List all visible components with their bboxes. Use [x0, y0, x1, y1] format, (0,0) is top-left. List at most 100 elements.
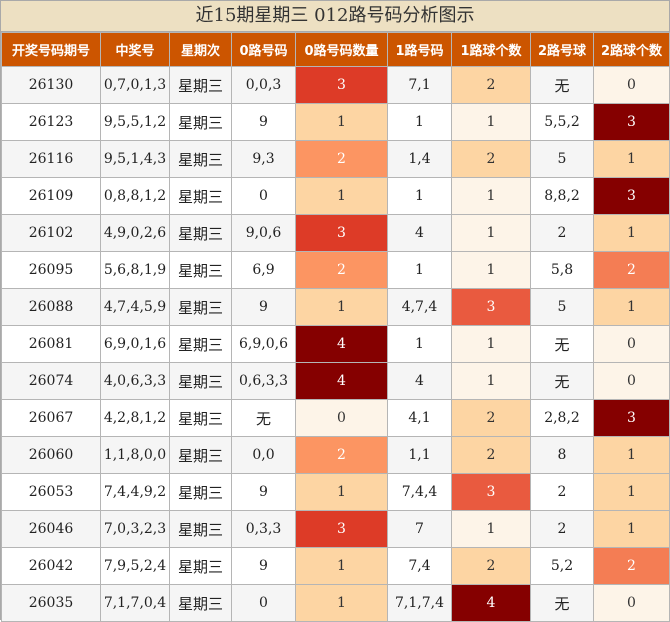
period-cell: 26053	[1, 473, 101, 511]
road0-cell: 6,9	[231, 251, 296, 289]
weekday-cell: 星期三	[169, 251, 232, 289]
header-weekday: 星期次	[169, 32, 232, 67]
road1-cell: 4	[387, 214, 452, 252]
road1-cell: 4	[387, 362, 452, 400]
road0-count-cell: 1	[295, 584, 388, 622]
road1-count-cell: 1	[451, 177, 531, 215]
table-row: 26109 0,8,8,1,2 星期三 0 1 1 1 8,8,2 3	[1, 177, 670, 215]
road1-cell: 1	[387, 325, 452, 363]
road1-count-cell: 1	[451, 362, 531, 400]
period-cell: 26116	[1, 140, 101, 178]
header-road1: 1路号码	[387, 32, 452, 67]
road0-count-cell: 4	[295, 362, 388, 400]
number-cell: 0,8,8,1,2	[100, 177, 170, 215]
road2-cell: 2	[530, 214, 594, 252]
header-period: 开奖号码期号	[1, 32, 101, 67]
road1-cell: 1,4	[387, 140, 452, 178]
road0-cell: 6,9,0,6	[231, 325, 296, 363]
table-row: 26081 6,9,0,1,6 星期三 6,9,0,6 4 1 1 无 0	[1, 325, 670, 363]
weekday-cell: 星期三	[169, 510, 232, 548]
road0-count-cell: 2	[295, 251, 388, 289]
weekday-cell: 星期三	[169, 362, 232, 400]
number-cell: 4,0,6,3,3	[100, 362, 170, 400]
road0-count-cell: 3	[295, 510, 388, 548]
weekday-cell: 星期三	[169, 436, 232, 474]
road1-count-cell: 3	[451, 288, 531, 326]
weekday-cell: 星期三	[169, 584, 232, 622]
road1-cell: 7,1	[387, 66, 452, 104]
road2-count-cell: 0	[593, 325, 670, 363]
road1-count-cell: 4	[451, 584, 531, 622]
road0-cell: 9	[231, 473, 296, 511]
road0-count-cell: 1	[295, 288, 388, 326]
table-row: 26074 4,0,6,3,3 星期三 0,6,3,3 4 4 1 无 0	[1, 362, 670, 400]
road2-cell: 8,8,2	[530, 177, 594, 215]
road2-count-cell: 1	[593, 288, 670, 326]
table-row: 26046 7,0,3,2,3 星期三 0,3,3 3 7 1 2 1	[1, 510, 670, 548]
road2-count-cell: 1	[593, 510, 670, 548]
table-row: 26130 0,7,0,1,3 星期三 0,0,3 3 7,1 2 无 0	[1, 66, 670, 104]
road2-cell: 5	[530, 140, 594, 178]
road0-cell: 0,0,3	[231, 66, 296, 104]
period-cell: 26042	[1, 547, 101, 585]
road0-count-cell: 1	[295, 473, 388, 511]
table-row: 26067 4,2,8,1,2 星期三无 0 4,1 2 2,8,2 3	[1, 399, 670, 437]
road2-cell: 5,8	[530, 251, 594, 289]
road1-cell: 4,1	[387, 399, 452, 437]
road2-count-cell: 2	[593, 547, 670, 585]
number-cell: 9,5,1,4,3	[100, 140, 170, 178]
period-cell: 26102	[1, 214, 101, 252]
road2-cell: 5,5,2	[530, 103, 594, 141]
header-number: 中奖号	[100, 32, 170, 67]
road1-count-cell: 1	[451, 214, 531, 252]
road2-cell: 8	[530, 436, 594, 474]
weekday-cell: 星期三	[169, 399, 232, 437]
number-cell: 5,6,8,1,9	[100, 251, 170, 289]
number-cell: 1,1,8,0,0	[100, 436, 170, 474]
table-row: 26116 9,5,1,4,3 星期三 9,3 2 1,4 2 5 1	[1, 140, 670, 178]
road1-cell: 1	[387, 251, 452, 289]
road1-count-cell: 2	[451, 140, 531, 178]
road1-cell: 7,1,7,4	[387, 584, 452, 622]
road1-count-cell: 1	[451, 325, 531, 363]
weekday-cell: 星期三	[169, 325, 232, 363]
road1-count-cell: 2	[451, 66, 531, 104]
road2-cell: 无	[530, 325, 594, 363]
road1-count-cell: 1	[451, 103, 531, 141]
table-row: 26035 7,1,7,0,4 星期三 0 1 7,1,7,4 4 无 0	[1, 584, 670, 622]
analysis-table: 开奖号码期号 中奖号 星期次 0路号码 0路号码数量 1路号码 1路球个数 2路…	[1, 32, 670, 622]
road0-cell: 0,3,3	[231, 510, 296, 548]
period-cell: 26035	[1, 584, 101, 622]
road0-cell: 9,0,6	[231, 214, 296, 252]
table-row: 26053 7,4,4,9,2 星期三 9 1 7,4,4 3 2 1	[1, 473, 670, 511]
weekday-cell: 星期三	[169, 473, 232, 511]
road1-cell: 7,4,4	[387, 473, 452, 511]
weekday-cell: 星期三	[169, 140, 232, 178]
header-road2-count: 2路球个数	[593, 32, 670, 67]
weekday-cell: 星期三	[169, 177, 232, 215]
road1-cell: 7	[387, 510, 452, 548]
road2-count-cell: 3	[593, 103, 670, 141]
road2-count-cell: 0	[593, 362, 670, 400]
number-cell: 7,4,4,9,2	[100, 473, 170, 511]
period-cell: 26088	[1, 288, 101, 326]
table-body: 26130 0,7,0,1,3 星期三 0,0,3 3 7,1 2 无 0 26123 9,5,5,…	[1, 66, 670, 622]
road0-count-cell: 2	[295, 140, 388, 178]
period-cell: 26060	[1, 436, 101, 474]
road1-cell: 7,4	[387, 547, 452, 585]
number-cell: 4,7,4,5,9	[100, 288, 170, 326]
road0-cell: 0,6,3,3	[231, 362, 296, 400]
road2-count-cell: 1	[593, 140, 670, 178]
road0-count-cell: 4	[295, 325, 388, 363]
road0-count-cell: 1	[295, 177, 388, 215]
number-cell: 7,0,3,2,3	[100, 510, 170, 548]
road1-count-cell: 2	[451, 436, 531, 474]
road0-cell: 0	[231, 584, 296, 622]
table-row: 26095 5,6,8,1,9 星期三 6,9 2 1 1 5,8 2	[1, 251, 670, 289]
road0-count-cell: 1	[295, 547, 388, 585]
period-cell: 26095	[1, 251, 101, 289]
header-road2: 2路号球	[530, 32, 594, 67]
road2-count-cell: 1	[593, 214, 670, 252]
road1-count-cell: 1	[451, 251, 531, 289]
